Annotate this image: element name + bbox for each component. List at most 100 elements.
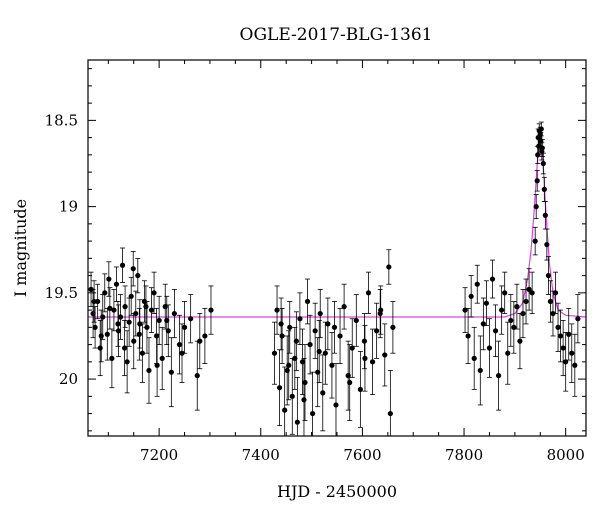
- data-marker: [122, 304, 128, 310]
- data-marker: [341, 304, 347, 310]
- data-point: [289, 357, 295, 435]
- data-marker: [151, 290, 157, 296]
- data-point: [471, 326, 477, 390]
- data-marker: [130, 266, 136, 272]
- data-marker: [374, 328, 380, 334]
- data-point: [136, 307, 142, 361]
- data-marker: [538, 126, 544, 132]
- data-marker: [95, 298, 101, 305]
- data-point: [468, 275, 474, 318]
- data-point: [349, 318, 355, 378]
- y-axis-label: I magnitude: [11, 199, 30, 297]
- data-point: [95, 283, 101, 320]
- data-marker: [492, 328, 499, 334]
- data-point: [282, 366, 288, 436]
- data-point: [286, 330, 292, 401]
- data-point: [511, 301, 517, 354]
- data-marker: [486, 345, 493, 351]
- data-marker: [569, 350, 575, 356]
- data-marker: [146, 367, 152, 374]
- data-marker: [353, 317, 359, 324]
- data-marker: [168, 369, 174, 375]
- data-marker: [143, 304, 149, 310]
- data-marker: [304, 298, 311, 305]
- data-point: [575, 294, 581, 344]
- data-marker: [325, 321, 331, 327]
- data-marker: [526, 286, 532, 292]
- data-marker: [113, 281, 120, 287]
- data-point: [520, 288, 526, 339]
- data-marker: [179, 350, 185, 356]
- data-point: [133, 290, 139, 337]
- data-point: [126, 297, 132, 347]
- data-point: [179, 323, 185, 383]
- data-point: [572, 333, 578, 397]
- data-point: [107, 287, 113, 330]
- model-curve: [88, 128, 587, 318]
- data-point: [104, 307, 110, 361]
- data-marker: [135, 272, 141, 279]
- data-marker: [97, 345, 103, 351]
- data-point: [508, 294, 514, 347]
- data-point: [526, 268, 532, 311]
- data-marker: [121, 345, 128, 351]
- data-marker: [511, 324, 517, 330]
- data-point: [566, 307, 572, 361]
- data-marker: [136, 331, 142, 337]
- data-marker: [514, 304, 520, 310]
- data-marker: [534, 178, 540, 184]
- y-tick-label: 19.5: [45, 284, 78, 302]
- data-marker: [171, 310, 177, 317]
- data-marker: [465, 333, 471, 339]
- data-marker: [382, 352, 388, 358]
- data-point: [341, 283, 347, 330]
- data-point: [119, 247, 126, 283]
- data-point: [146, 337, 152, 404]
- data-point: [297, 292, 303, 345]
- data-point: [301, 357, 307, 436]
- data-point: [304, 278, 311, 325]
- data-marker: [502, 290, 508, 296]
- data-marker: [109, 355, 115, 361]
- data-marker: [386, 264, 392, 270]
- y-tick-label: 19: [59, 198, 78, 216]
- data-marker: [557, 333, 564, 339]
- data-marker: [575, 316, 581, 322]
- x-tick-label: 7200: [140, 446, 178, 464]
- y-tick-label: 20: [59, 370, 78, 388]
- data-marker: [271, 350, 278, 356]
- data-marker: [98, 333, 104, 339]
- data-point: [171, 288, 177, 339]
- data-point: [523, 278, 529, 325]
- data-marker: [133, 310, 139, 317]
- data-point: [316, 320, 322, 383]
- data-point: [159, 326, 165, 390]
- data-marker: [148, 307, 155, 313]
- data-marker: [329, 362, 335, 368]
- data-point: [302, 344, 308, 421]
- data-marker: [337, 333, 343, 339]
- data-marker: [293, 338, 299, 344]
- data-marker: [115, 328, 122, 334]
- data-point: [276, 349, 283, 427]
- data-point: [505, 321, 511, 385]
- data-marker: [541, 186, 547, 192]
- data-point: [377, 288, 383, 339]
- data-point: [365, 271, 372, 314]
- data-point: [552, 271, 559, 314]
- data-marker: [540, 160, 546, 167]
- data-marker: [489, 276, 496, 282]
- data-point: [325, 297, 331, 351]
- data-point: [271, 321, 278, 385]
- data-point: [168, 337, 174, 408]
- data-marker: [279, 333, 285, 339]
- data-point: [539, 138, 545, 157]
- y-tick-label: 18.5: [45, 111, 78, 129]
- data-point: [91, 280, 97, 323]
- data-marker: [301, 397, 307, 403]
- data-marker: [317, 310, 323, 317]
- data-marker: [297, 316, 303, 322]
- data-marker: [547, 298, 554, 305]
- data-point: [337, 307, 343, 364]
